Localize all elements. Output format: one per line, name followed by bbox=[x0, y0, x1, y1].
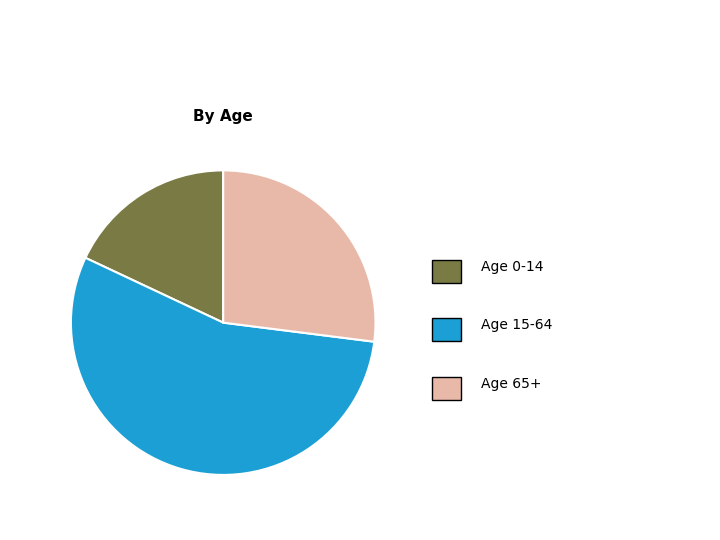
FancyBboxPatch shape bbox=[432, 260, 461, 282]
Text: Demographics: Population: Demographics: Population bbox=[36, 80, 451, 109]
Title: By Age: By Age bbox=[194, 109, 253, 124]
FancyBboxPatch shape bbox=[432, 319, 461, 341]
Wedge shape bbox=[71, 258, 374, 475]
Text: Age 0-14: Age 0-14 bbox=[481, 260, 544, 274]
Text: Age 15-64: Age 15-64 bbox=[481, 319, 552, 333]
FancyBboxPatch shape bbox=[432, 377, 461, 400]
Wedge shape bbox=[86, 171, 223, 322]
Wedge shape bbox=[223, 171, 375, 342]
Text: Age 65+: Age 65+ bbox=[481, 377, 541, 391]
